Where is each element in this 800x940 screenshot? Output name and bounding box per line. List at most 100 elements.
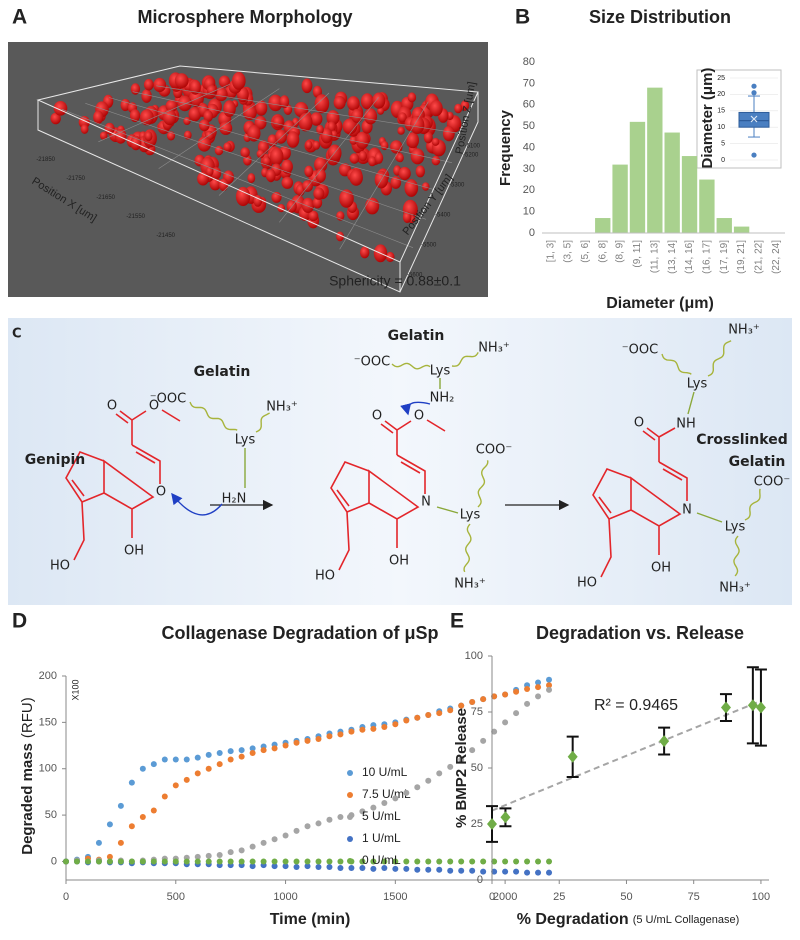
x-tick-label: (17, 19] [719, 240, 730, 274]
data-point [326, 816, 333, 823]
data-point [458, 858, 465, 865]
data-point [337, 813, 344, 820]
gelatin-chain [255, 412, 270, 433]
data-point [381, 858, 388, 865]
microsphere [218, 75, 230, 88]
data-point [513, 858, 520, 865]
atom: HO [50, 559, 70, 574]
gelatin-chain [733, 535, 740, 577]
x-axis-label: % Degradation (5 U/mL Collagenase) [517, 911, 740, 928]
y-axis-label: % BMP2 Release [453, 708, 470, 828]
data-point [436, 710, 443, 717]
atom: O [156, 485, 166, 500]
microsphere [351, 108, 363, 123]
microsphere [406, 132, 419, 149]
data-point [205, 858, 212, 865]
microsphere [407, 92, 417, 103]
data-point [359, 864, 366, 871]
microsphere [240, 147, 250, 158]
y-tick-label: 50 [523, 120, 535, 132]
x-tick-label: (5, 6] [580, 240, 591, 263]
microsphere [163, 109, 177, 126]
microsphere [141, 89, 152, 103]
data-point [447, 867, 454, 874]
microsphere [358, 150, 367, 162]
x-tick-label: (11, 13] [649, 240, 660, 273]
data-point [381, 800, 388, 807]
microsphere [314, 156, 328, 173]
data-point [63, 858, 69, 865]
data-point [359, 858, 366, 865]
microsphere [93, 110, 104, 125]
y-axis-label: Degraded mass (RFU) [19, 697, 36, 855]
x-tick-label: 100 [752, 891, 770, 903]
data-point [458, 702, 465, 709]
data-point [436, 858, 443, 865]
microsphere [214, 87, 228, 102]
data-point [524, 869, 531, 876]
microsphere [281, 159, 293, 174]
x-axis-label: Diameter (μm) [606, 295, 714, 312]
atom: N [421, 495, 431, 510]
x-axis-label: Time (min) [270, 911, 351, 928]
legend-label: 1 U/mL [362, 831, 401, 845]
y-tick-label: 150 [39, 716, 57, 728]
data-point [205, 751, 212, 758]
molecule-name: Gelatin [388, 328, 445, 344]
data-point [249, 843, 256, 850]
data-point [447, 707, 454, 714]
data-point [304, 863, 311, 870]
data-point [659, 735, 670, 748]
data-point [249, 858, 256, 865]
data-point [524, 700, 531, 707]
microsphere [50, 112, 61, 125]
axis-tick-label: -5600 [407, 273, 423, 279]
data-point [260, 839, 267, 846]
data-point [172, 756, 179, 763]
legend-marker [347, 858, 353, 864]
data-point [491, 693, 498, 700]
data-point [238, 747, 245, 754]
data-point [447, 858, 454, 865]
data-point [315, 820, 322, 827]
atom: HO [577, 576, 597, 591]
x-tick-label: 75 [688, 891, 700, 903]
data-point [392, 858, 399, 865]
data-point [304, 823, 311, 830]
outlier [751, 152, 757, 158]
data-point [546, 858, 553, 865]
y-tick-label: 40 [523, 141, 535, 153]
microsphere [129, 109, 141, 123]
microsphere [316, 124, 324, 135]
data-point [370, 804, 377, 811]
y-tick-label: 50 [471, 762, 483, 774]
microsphere [247, 173, 256, 184]
y-tick-label: 100 [465, 650, 483, 662]
data-point [216, 749, 223, 756]
y-tick-label: 60 [523, 99, 535, 111]
gelatin-chain [463, 523, 472, 573]
microsphere [402, 211, 412, 223]
y-tick-label: 200 [39, 670, 57, 682]
bar [664, 132, 680, 233]
gelatin-chain [391, 362, 431, 370]
data-point [238, 858, 245, 865]
axis-tick-label: -5200 [463, 153, 479, 159]
chart-title: Degradation vs. Release [536, 623, 744, 643]
legend-marker [347, 814, 353, 820]
microsphere [144, 131, 153, 142]
x-tick-label: (9, 11] [632, 240, 643, 268]
data-point [150, 807, 157, 814]
group: ⁻OOC [622, 343, 658, 358]
microsphere [153, 77, 167, 93]
legend-label: 0 U/mL [362, 853, 401, 867]
y-axis-label: Frequency [497, 109, 514, 186]
y-tick-label: 0 [721, 157, 725, 164]
microsphere [99, 131, 108, 140]
microsphere [377, 107, 385, 115]
data-point [271, 836, 278, 843]
microsphere [219, 121, 233, 135]
microsphere [320, 127, 333, 144]
microsphere [365, 197, 380, 215]
microsphere [368, 156, 377, 167]
